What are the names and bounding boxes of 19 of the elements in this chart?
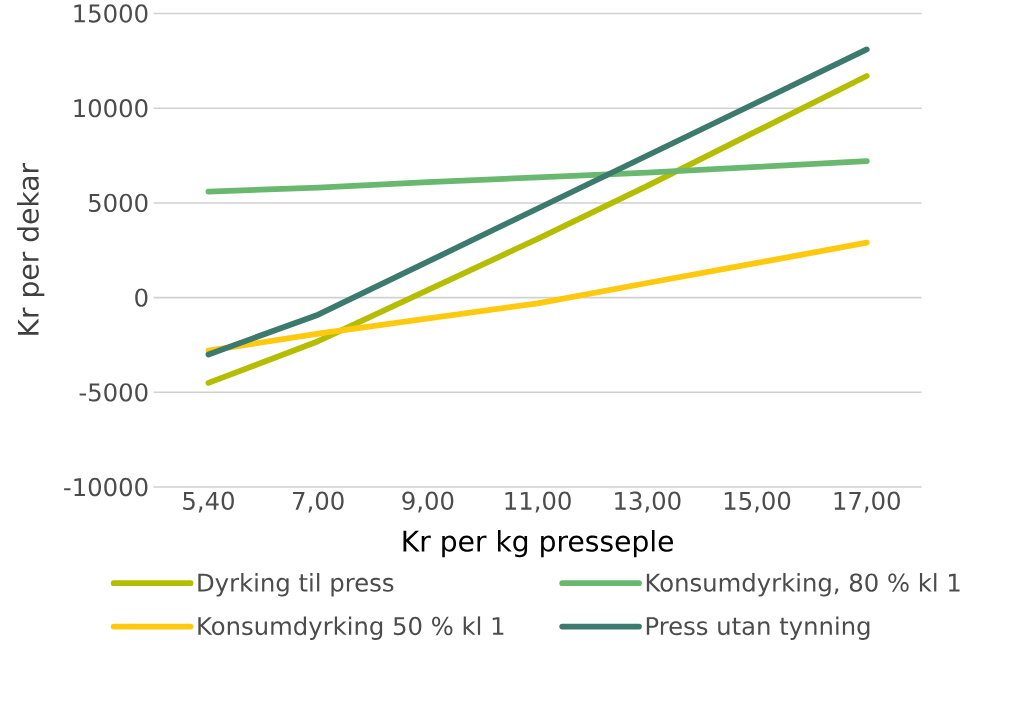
y-tick-label: 15000 — [74, 4, 148, 23]
x-tick-label: 13,00 — [615, 491, 681, 513]
x-tick-label: 9,00 — [402, 491, 454, 513]
legend-label: Konsumdyrking, 80 % kl 1 — [646, 573, 960, 597]
x-axis-title: Kr per kg presseple — [403, 530, 673, 558]
x-tick-label: 11,00 — [505, 491, 571, 513]
x-tick-label: 17,00 — [834, 491, 900, 513]
x-tick-label: 7,00 — [293, 491, 344, 513]
legend-label: Dyrking til press — [198, 573, 394, 597]
y-tick-label: 0 — [135, 288, 148, 307]
y-tick-label: 10000 — [74, 99, 148, 118]
legend-label: Konsumdyrking 50 % kl 1 — [198, 616, 504, 641]
y-tick-label: -5000 — [79, 383, 148, 402]
y-tick-label: 5000 — [89, 193, 148, 213]
y-tick-label: -10000 — [64, 478, 148, 497]
x-tick-label: 15,00 — [724, 491, 791, 513]
legend-label: Press utan tynning — [646, 616, 870, 641]
x-tick-label: 5,40 — [183, 491, 234, 513]
y-axis-title: Kr per dekar — [17, 163, 45, 335]
